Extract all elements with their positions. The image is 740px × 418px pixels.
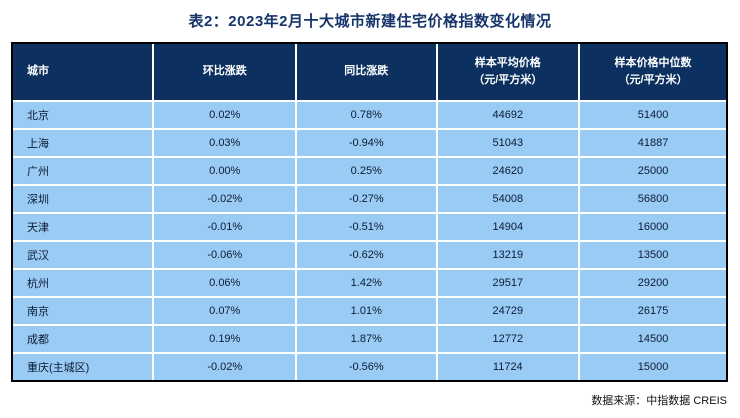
cell-mom: -0.06% [153,240,298,269]
table-header-row: 城市 环比涨跌 同比涨跌 样本平均价格 （元/平方米） 样本价格中位数 （元/平… [13,44,726,101]
data-table: 城市 环比涨跌 同比涨跌 样本平均价格 （元/平方米） 样本价格中位数 （元/平… [13,44,726,380]
table-row: 广州 0.00% 0.25% 24620 25000 [13,156,726,185]
cell-city: 南京 [13,296,155,325]
cell-yoy: -0.27% [296,184,438,213]
cell-median-price: 25000 [579,156,726,185]
table-row: 南京 0.07% 1.01% 24729 26175 [13,296,726,325]
cell-median-price: 29200 [579,268,726,297]
cell-city: 成都 [13,324,155,353]
cell-avg-price: 44692 [436,100,581,129]
cell-avg-price: 12772 [436,324,581,353]
cell-avg-price: 24729 [436,296,581,325]
cell-median-price: 13500 [579,240,726,269]
cell-city: 武汉 [13,240,155,269]
cell-yoy: 1.01% [296,296,438,325]
table-row: 北京 0.02% 0.78% 44692 51400 [13,100,726,129]
cell-mom: 0.07% [153,296,298,325]
cell-mom: 0.02% [153,100,298,129]
cell-avg-price: 13219 [436,240,581,269]
cell-median-price: 16000 [579,212,726,241]
cell-avg-price: 54008 [436,184,581,213]
cell-mom: -0.02% [153,184,298,213]
cell-city: 广州 [13,156,155,185]
header-yoy-change: 同比涨跌 [296,44,438,101]
header-sample-avg-price: 样本平均价格 （元/平方米） [436,44,581,101]
cell-avg-price: 11724 [436,352,581,380]
cell-yoy: -0.51% [296,212,438,241]
cell-city: 重庆(主城区) [13,352,155,380]
price-index-table: 城市 环比涨跌 同比涨跌 样本平均价格 （元/平方米） 样本价格中位数 （元/平… [11,42,728,382]
cell-city: 深圳 [13,184,155,213]
cell-yoy: 0.25% [296,156,438,185]
table-row: 重庆(主城区) -0.02% -0.56% 11724 15000 [13,352,726,380]
cell-avg-price: 51043 [436,128,581,157]
cell-avg-price: 14904 [436,212,581,241]
cell-city: 天津 [13,212,155,241]
table-row: 成都 0.19% 1.87% 12772 14500 [13,324,726,353]
table-row: 杭州 0.06% 1.42% 29517 29200 [13,268,726,297]
data-source: 数据来源：中指数据 CREIS [591,395,727,407]
cell-mom: 0.06% [153,268,298,297]
cell-median-price: 56800 [579,184,726,213]
cell-yoy: 1.87% [296,324,438,353]
cell-mom: 0.19% [153,324,298,353]
cell-yoy: -0.94% [296,128,438,157]
cell-median-price: 41887 [579,128,726,157]
cell-yoy: 1.42% [296,268,438,297]
header-sample-median-price: 样本价格中位数 （元/平方米） [579,44,726,101]
cell-mom: 0.03% [153,128,298,157]
cell-median-price: 14500 [579,324,726,353]
cell-mom: -0.01% [153,212,298,241]
table-row: 上海 0.03% -0.94% 51043 41887 [13,128,726,157]
table-row: 天津 -0.01% -0.51% 14904 16000 [13,212,726,241]
cell-yoy: -0.62% [296,240,438,269]
cell-yoy: 0.78% [296,100,438,129]
cell-mom: 0.00% [153,156,298,185]
cell-median-price: 51400 [579,100,726,129]
header-mom-change: 环比涨跌 [153,44,298,101]
cell-avg-price: 29517 [436,268,581,297]
cell-median-price: 15000 [579,352,726,380]
page-title: 表2：2023年2月十大城市新建住宅价格指数变化情况 [188,13,552,30]
cell-yoy: -0.56% [296,352,438,380]
table-row: 深圳 -0.02% -0.27% 54008 56800 [13,184,726,213]
cell-city: 上海 [13,128,155,157]
header-city: 城市 [13,44,155,101]
cell-mom: -0.02% [153,352,298,380]
table-row: 武汉 -0.06% -0.62% 13219 13500 [13,240,726,269]
cell-city: 北京 [13,100,155,129]
cell-median-price: 26175 [579,296,726,325]
cell-avg-price: 24620 [436,156,581,185]
cell-city: 杭州 [13,268,155,297]
